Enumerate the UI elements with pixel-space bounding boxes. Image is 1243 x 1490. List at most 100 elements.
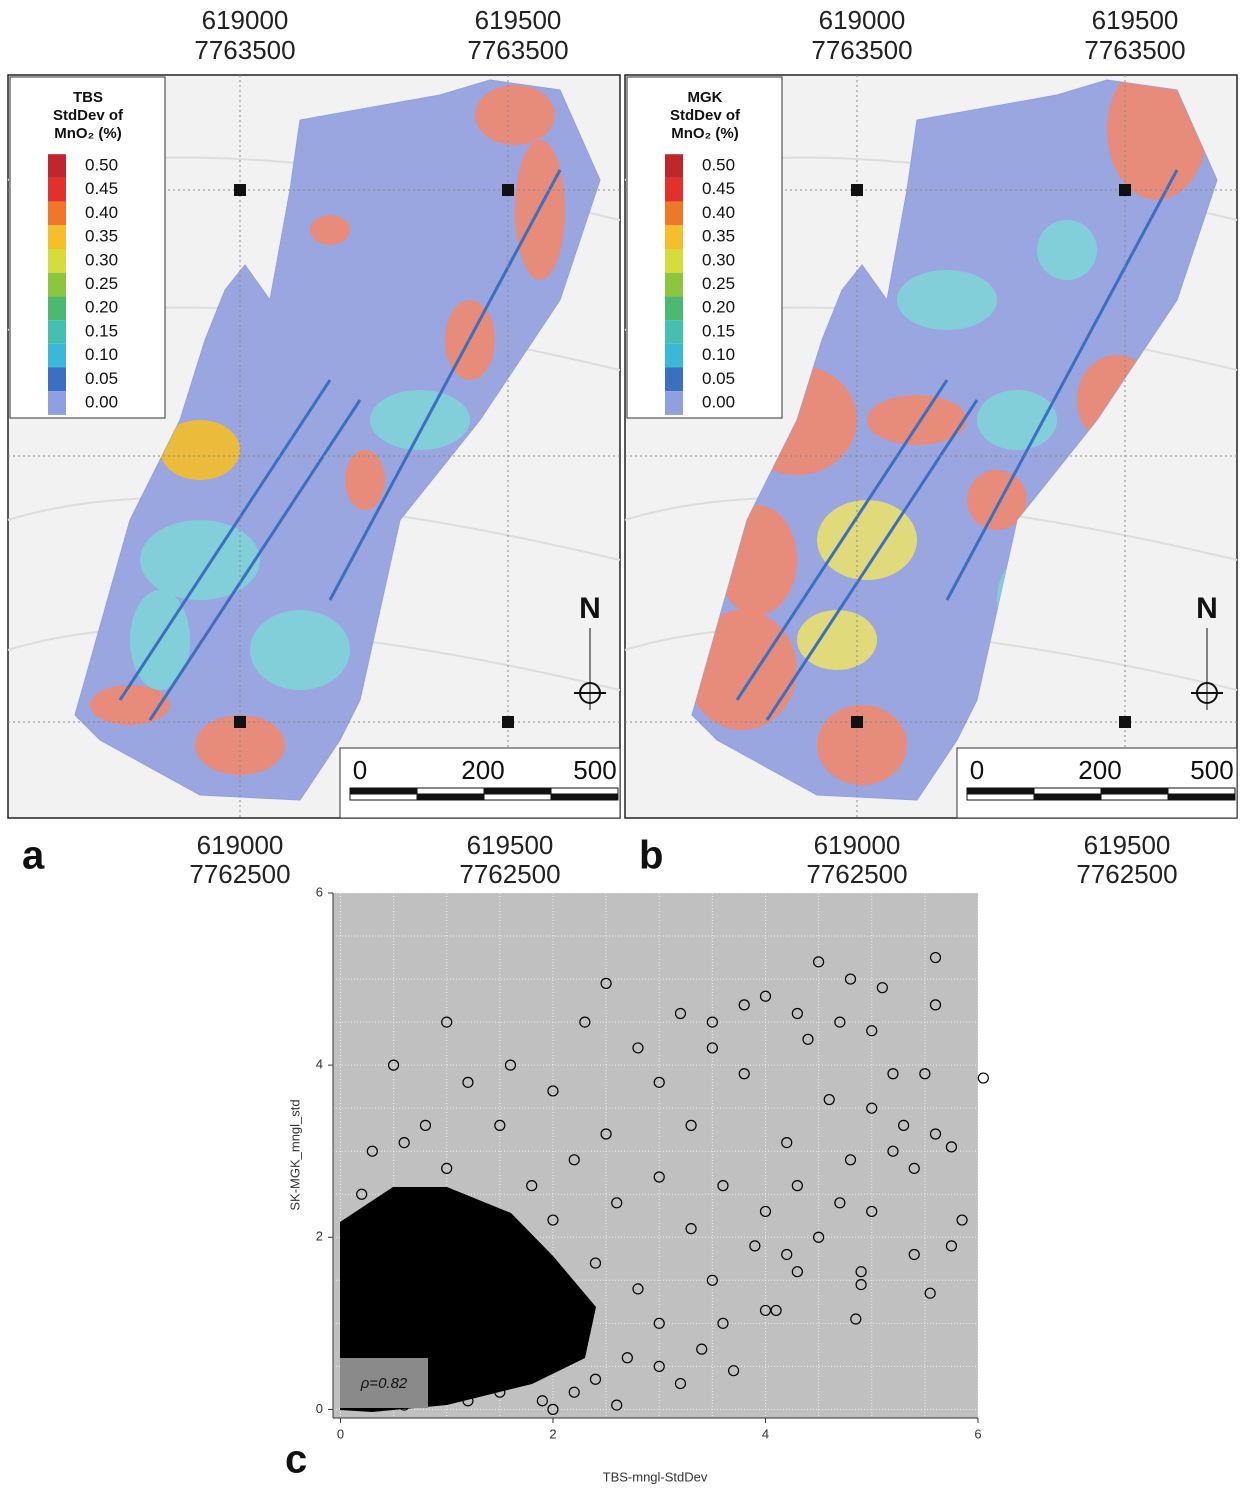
legend-label: 0.05 — [702, 369, 735, 388]
x-tick-label: 0 — [337, 1426, 344, 1441]
scale-segment — [967, 788, 1034, 794]
grid-marker — [502, 716, 514, 728]
panel-letter: a — [22, 834, 45, 878]
legend-swatch — [665, 202, 683, 226]
legend-swatch — [48, 178, 66, 202]
legend-swatch — [48, 249, 66, 273]
value-patch — [310, 215, 350, 245]
value-patch — [90, 685, 170, 725]
map-panel: TBSStdDev ofMnO₂ (%)0.500.450.400.350.30… — [8, 5, 620, 889]
scale-label: 500 — [573, 755, 616, 785]
scale-label: 0 — [353, 755, 367, 785]
legend-title: TBS — [73, 89, 103, 106]
value-patch — [370, 390, 470, 450]
scale-segment — [350, 788, 417, 794]
coordinate-label: 619000 — [197, 830, 284, 860]
value-patch — [977, 390, 1057, 450]
y-tick-label: 0 — [316, 1401, 323, 1416]
scale-segment — [417, 794, 484, 800]
legend-label: 0.00 — [702, 392, 735, 411]
legend-swatch — [665, 391, 683, 415]
legend-label: 0.00 — [85, 392, 118, 411]
scale-segment — [551, 788, 618, 794]
coordinate-label: 619500 — [467, 830, 554, 860]
legend-label: 0.40 — [85, 203, 118, 222]
legend-label: 0.20 — [702, 298, 735, 317]
legend-label: 0.35 — [702, 227, 735, 246]
point — [978, 1073, 988, 1083]
coordinate-label: 7762500 — [806, 859, 907, 889]
legend-label: 0.15 — [702, 321, 735, 340]
scale-segment — [1101, 794, 1168, 800]
coordinate-label: 619500 — [1084, 830, 1171, 860]
scale-segment — [417, 788, 484, 794]
legend-swatch — [665, 273, 683, 297]
legend-label: 0.25 — [702, 274, 735, 293]
grid-marker — [851, 716, 863, 728]
figure: TBSStdDev ofMnO₂ (%)0.500.450.400.350.30… — [0, 0, 1243, 1490]
legend-label: 0.50 — [702, 155, 735, 174]
scale-segment — [1168, 788, 1235, 794]
scale-label: 0 — [970, 755, 984, 785]
x-tick-label: 2 — [549, 1426, 556, 1441]
scale-segment — [350, 794, 417, 800]
coordinate-label: 7763500 — [194, 35, 295, 65]
value-patch — [1037, 220, 1097, 280]
coordinate-label: 619000 — [814, 830, 901, 860]
scale-segment — [551, 794, 618, 800]
legend-title: MGK — [688, 89, 723, 106]
coordinate-label: 7763500 — [811, 35, 912, 65]
grid-marker — [1119, 184, 1131, 196]
legend-label: 0.30 — [85, 250, 118, 269]
legend-swatch — [48, 320, 66, 344]
grid-marker — [234, 184, 246, 196]
legend-label: 0.35 — [85, 227, 118, 246]
legend-swatch — [665, 225, 683, 249]
legend-label: 0.40 — [702, 203, 735, 222]
scale-segment — [1034, 788, 1101, 794]
legend-label: 0.25 — [85, 274, 118, 293]
scale-segment — [1101, 788, 1168, 794]
map-panel: MGKStdDev ofMnO₂ (%)0.500.450.400.350.30… — [625, 5, 1237, 889]
legend-swatch — [665, 178, 683, 202]
legend-title: MnO₂ (%) — [671, 125, 739, 142]
x-tick-label: 4 — [762, 1426, 769, 1441]
value-patch — [140, 520, 260, 600]
value-patch — [475, 85, 555, 145]
legend-label: 0.10 — [702, 345, 735, 364]
panel-letter: c — [285, 1438, 307, 1482]
legend-swatch — [48, 273, 66, 297]
legend-label: 0.50 — [85, 155, 118, 174]
value-patch — [345, 450, 385, 510]
grid-marker — [851, 184, 863, 196]
y-axis-title: SK-MGK_mngl_std — [287, 1099, 302, 1210]
coordinate-label: 7762500 — [459, 859, 560, 889]
grid-marker — [234, 716, 246, 728]
coordinate-label: 7762500 — [1076, 859, 1177, 889]
scale-segment — [484, 794, 551, 800]
legend-swatch — [48, 368, 66, 392]
panel-letter: b — [639, 834, 663, 878]
annotation: ρ=0.82 — [360, 1375, 408, 1392]
legend-swatch — [665, 320, 683, 344]
legend-title: MnO₂ (%) — [54, 125, 122, 142]
coordinate-label: 7763500 — [1084, 35, 1185, 65]
scale-segment — [484, 788, 551, 794]
scale-segment — [1168, 794, 1235, 800]
legend-swatch — [48, 202, 66, 226]
coordinate-label: 7762500 — [189, 859, 290, 889]
x-axis-title: TBS-mngl-StdDev — [603, 1469, 708, 1484]
scale-label: 200 — [461, 755, 504, 785]
scale-segment — [1034, 794, 1101, 800]
coordinate-label: 619500 — [1092, 5, 1179, 35]
legend-swatch — [665, 344, 683, 368]
coordinate-label: 619500 — [475, 5, 562, 35]
legend-swatch — [665, 154, 683, 178]
grid-marker — [502, 184, 514, 196]
legend-swatch — [48, 296, 66, 320]
scale-label: 500 — [1190, 755, 1233, 785]
north-label: N — [579, 592, 601, 625]
legend-swatch — [665, 368, 683, 392]
value-patch — [797, 610, 877, 670]
legend-label: 0.10 — [85, 345, 118, 364]
